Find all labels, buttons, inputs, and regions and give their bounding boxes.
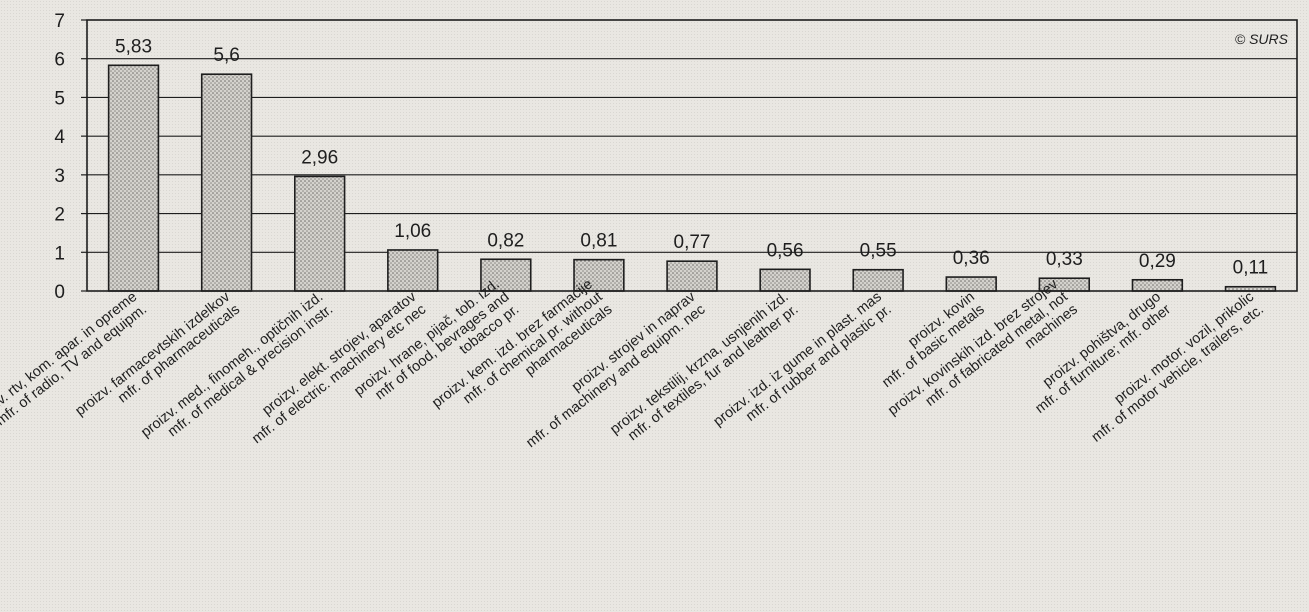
bar [1131,278,1184,292]
data-label: 0,81 [580,231,617,252]
data-label: 2,96 [301,147,338,168]
bar [852,268,904,292]
data-label: 0,55 [860,241,897,262]
data-label: 0,77 [674,232,711,253]
y-tick-label: 5 [54,88,65,109]
bar [666,260,718,292]
gridlines [87,58,1297,253]
y-axis: 0 1 2 3 4 5 6 7 [54,11,87,303]
data-label: 5,83 [115,36,152,57]
plot-frame [86,19,1298,292]
data-label: 0,11 [1233,258,1269,279]
bar [573,258,625,292]
y-tick-label: 1 [54,243,65,264]
data-label: 1,06 [394,221,431,242]
y-tick-label: 2 [54,205,65,226]
y-tick-label: 0 [54,282,65,303]
bar [107,64,160,292]
data-label: 5,6 [213,45,239,66]
data-label: 0,33 [1046,249,1083,270]
data-label: 0,36 [953,248,990,269]
bar [945,276,997,292]
data-labels: 5,83 5,6 2,96 1,06 0,82 0,81 0,77 0,56 0,55 0,36 0… [115,36,1268,278]
bar [759,268,811,292]
bars [107,64,1277,292]
data-label: 0,82 [487,230,524,251]
bar [200,73,253,292]
y-tick-label: 4 [54,127,65,148]
y-tick-label: 6 [54,50,65,71]
y-tick-label: 3 [54,166,65,187]
copyright-note: © SURS [1235,31,1289,47]
data-label: 0,56 [767,240,804,261]
data-label: 0,29 [1139,251,1176,272]
y-tick-label: 7 [54,11,65,32]
bar [293,175,346,292]
bar [387,249,439,292]
